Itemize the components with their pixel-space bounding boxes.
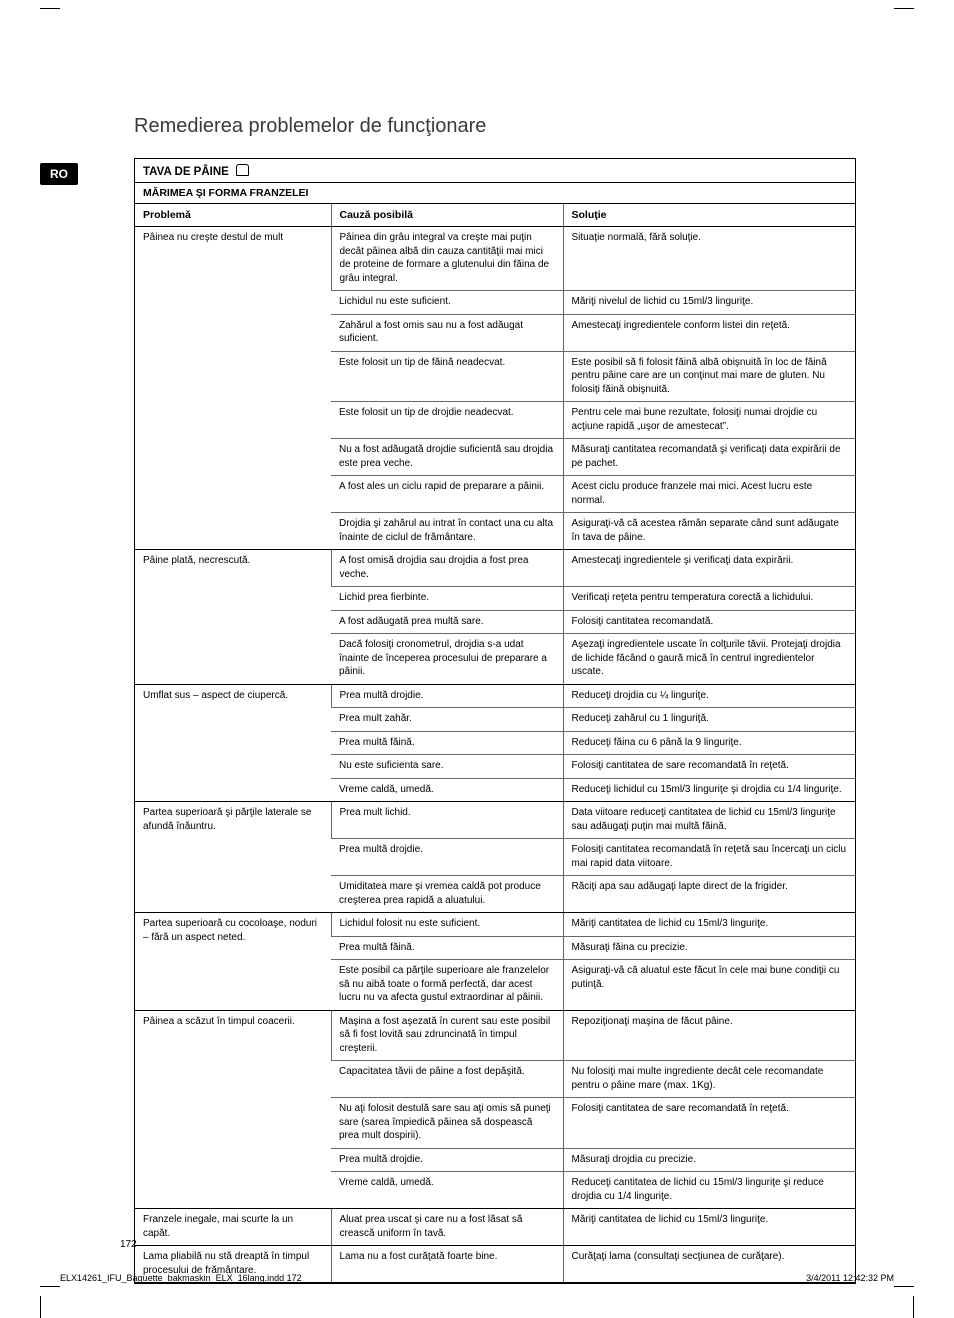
table-row: Franzele inegale, mai scurte la un capăt… — [135, 1209, 855, 1246]
cell-solution: Măriţi cantitatea de lichid cu 15ml/3 li… — [563, 1209, 855, 1246]
page-number: 172 — [120, 1239, 137, 1250]
cell-problem: Pâine plată, necrescută. — [135, 550, 331, 685]
cell-problem: Pâinea a scăzut în timpul coacerii. — [135, 1010, 331, 1209]
footer: ELX14261_IFU_Baguette_bakmaskin_ELX_16la… — [60, 1273, 894, 1283]
cell-cause: Nu este suficienta sare. — [331, 755, 563, 779]
cell-solution: Amestecaţi ingredientele şi verificaţi d… — [563, 550, 855, 587]
cell-cause: Lichidul nu este suficient. — [331, 291, 563, 315]
cell-solution: Folosiţi cantitatea de sare recomandată … — [563, 755, 855, 779]
cell-cause: Prea multă făină. — [331, 731, 563, 755]
cell-cause: Dacă folosiţi cronometrul, drojdia s-a u… — [331, 634, 563, 685]
cell-solution: Folosiţi cantitatea recomandată în reţet… — [563, 839, 855, 876]
cell-solution: Măriţi nivelul de lichid cu 15ml/3 lingu… — [563, 291, 855, 315]
cell-solution: Măsuraţi drojdia cu precizie. — [563, 1148, 855, 1172]
table-row: Partea superioară cu cocoloaşe, noduri –… — [135, 913, 855, 937]
col-header-cause: Cauză posibilă — [331, 204, 563, 227]
cell-solution: Măriţi cantitatea de lichid cu 15ml/3 li… — [563, 913, 855, 937]
cell-cause: Prea multă drojdie. — [331, 839, 563, 876]
cell-solution: Nu folosiţi mai multe ingrediente decât … — [563, 1061, 855, 1098]
crop-mark — [40, 8, 60, 29]
cell-cause: Lichid prea fierbinte. — [331, 587, 563, 611]
cell-solution: Reduceţi cantitatea de lichid cu 15ml/3 … — [563, 1172, 855, 1209]
crop-mark — [894, 1266, 914, 1287]
crop-mark — [40, 1266, 60, 1287]
footer-right: 3/4/2011 12:42:32 PM — [806, 1273, 894, 1283]
cell-cause: Zahărul a fost omis sau nu a fost adăuga… — [331, 314, 563, 351]
col-header-solution: Soluţie — [563, 204, 855, 227]
cell-cause: Este folosit un tip de făină neadecvat. — [331, 351, 563, 402]
cell-solution: Reduceţi făina cu 6 până la 9 linguriţe. — [563, 731, 855, 755]
page: Remedierea problemelor de funcţionare RO… — [0, 0, 954, 1305]
cell-solution: Asiguraţi-vă că acestea rămân separate c… — [563, 513, 855, 550]
cell-solution: Data viitoare reduceţi cantitatea de lic… — [563, 802, 855, 839]
troubleshoot-table-container: TAVA DE PÂINE MĂRIMEA ŞI FORMA FRANZELEI… — [134, 158, 856, 1284]
cell-solution: Reduceţi zahărul cu 1 linguriţă. — [563, 708, 855, 732]
section-header: TAVA DE PÂINE — [135, 159, 855, 183]
cell-cause: Lichidul folosit nu este suficient. — [331, 913, 563, 937]
page-title: Remedierea problemelor de funcţionare — [134, 115, 894, 138]
cell-cause: Prea multă făină. — [331, 936, 563, 960]
cell-cause: A fost adăugată prea multă sare. — [331, 610, 563, 634]
cell-solution: Măsuraţi făina cu precizie. — [563, 936, 855, 960]
cell-cause: Vreme caldă, umedă. — [331, 778, 563, 802]
cell-cause: Capacitatea tăvii de pâine a fost depăşi… — [331, 1061, 563, 1098]
cell-problem: Partea superioară cu cocoloaşe, noduri –… — [135, 913, 331, 1011]
cell-problem: Franzele inegale, mai scurte la un capăt… — [135, 1209, 331, 1246]
cell-problem: Partea superioară şi părţile laterale se… — [135, 802, 331, 913]
cell-cause: Pâinea din grâu integral va creşte mai p… — [331, 227, 563, 291]
cell-cause: A fost omisă drojdia sau drojdia a fost … — [331, 550, 563, 587]
cell-solution: Pentru cele mai bune rezultate, folosiţi… — [563, 402, 855, 439]
cell-cause: Nu aţi folosit destulă sare sau aţi omis… — [331, 1098, 563, 1149]
bread-pan-icon — [236, 164, 249, 176]
cell-cause: Prea mult zahăr. — [331, 708, 563, 732]
subsection-header: MĂRIMEA ŞI FORMA FRANZELEI — [135, 183, 855, 204]
cell-solution: Răciţi apa sau adăugaţi lapte direct de … — [563, 876, 855, 913]
cell-cause: Drojdia şi zahărul au intrat în contact … — [331, 513, 563, 550]
cell-solution: Reduceţi lichidul cu 15ml/3 linguriţe şi… — [563, 778, 855, 802]
cell-solution: Amestecaţi ingredientele conform listei … — [563, 314, 855, 351]
cell-solution: Situaţie normală, fără soluţie. — [563, 227, 855, 291]
cell-solution: Verificaţi reţeta pentru temperatura cor… — [563, 587, 855, 611]
cell-cause: Vreme caldă, umedă. — [331, 1172, 563, 1209]
cell-solution: Acest ciclu produce franzele mai mici. A… — [563, 476, 855, 513]
cell-cause: A fost ales un ciclu rapid de preparare … — [331, 476, 563, 513]
language-tab: RO — [40, 163, 78, 185]
table-row: Pâinea a scăzut în timpul coacerii.Maşin… — [135, 1010, 855, 1061]
troubleshoot-table: Problemă Cauză posibilă Soluţie Pâinea n… — [135, 204, 855, 1283]
table-row: Pâine plată, necrescută.A fost omisă dro… — [135, 550, 855, 587]
cell-solution: Este posibil să fi folosit făină albă ob… — [563, 351, 855, 402]
table-row: Pâinea nu creşte destul de multPâinea di… — [135, 227, 855, 291]
cell-solution: Asiguraţi-vă că aluatul este făcut în ce… — [563, 960, 855, 1011]
cell-solution: Repoziţionaţi maşina de făcut pâine. — [563, 1010, 855, 1061]
cell-problem: Umflat sus – aspect de ciupercă. — [135, 684, 331, 802]
cell-cause: Aluat prea uscat şi care nu a fost lăsat… — [331, 1209, 563, 1246]
table-row: Umflat sus – aspect de ciupercă.Prea mul… — [135, 684, 855, 708]
crop-mark — [894, 8, 914, 29]
cell-cause: Umiditatea mare şi vremea caldă pot prod… — [331, 876, 563, 913]
cell-solution: Măsuraţi cantitatea recomandată şi verif… — [563, 439, 855, 476]
table-header-row: Problemă Cauză posibilă Soluţie — [135, 204, 855, 227]
table-body: Pâinea nu creşte destul de multPâinea di… — [135, 227, 855, 1283]
cell-cause: Este folosit un tip de drojdie neadecvat… — [331, 402, 563, 439]
cell-solution: Folosiţi cantitatea de sare recomandată … — [563, 1098, 855, 1149]
cell-solution: Reduceţi drojdia cu ¼ linguriţe. — [563, 684, 855, 708]
cell-cause: Este posibil ca părţile superioare ale f… — [331, 960, 563, 1011]
cell-cause: Maşina a fost aşezată în curent sau este… — [331, 1010, 563, 1061]
cell-problem: Pâinea nu creşte destul de mult — [135, 227, 331, 550]
cell-cause: Prea mult lichid. — [331, 802, 563, 839]
cell-solution: Folosiţi cantitatea recomandată. — [563, 610, 855, 634]
footer-left: ELX14261_IFU_Baguette_bakmaskin_ELX_16la… — [60, 1273, 302, 1283]
cell-cause: Nu a fost adăugată drojdie suficientă sa… — [331, 439, 563, 476]
section-title-text: TAVA DE PÂINE — [143, 166, 229, 178]
cell-cause: Prea multă drojdie. — [331, 1148, 563, 1172]
col-header-problem: Problemă — [135, 204, 331, 227]
cell-solution: Aşezaţi ingredientele uscate în colţuril… — [563, 634, 855, 685]
cell-cause: Prea multă drojdie. — [331, 684, 563, 708]
table-row: Partea superioară şi părţile laterale se… — [135, 802, 855, 839]
